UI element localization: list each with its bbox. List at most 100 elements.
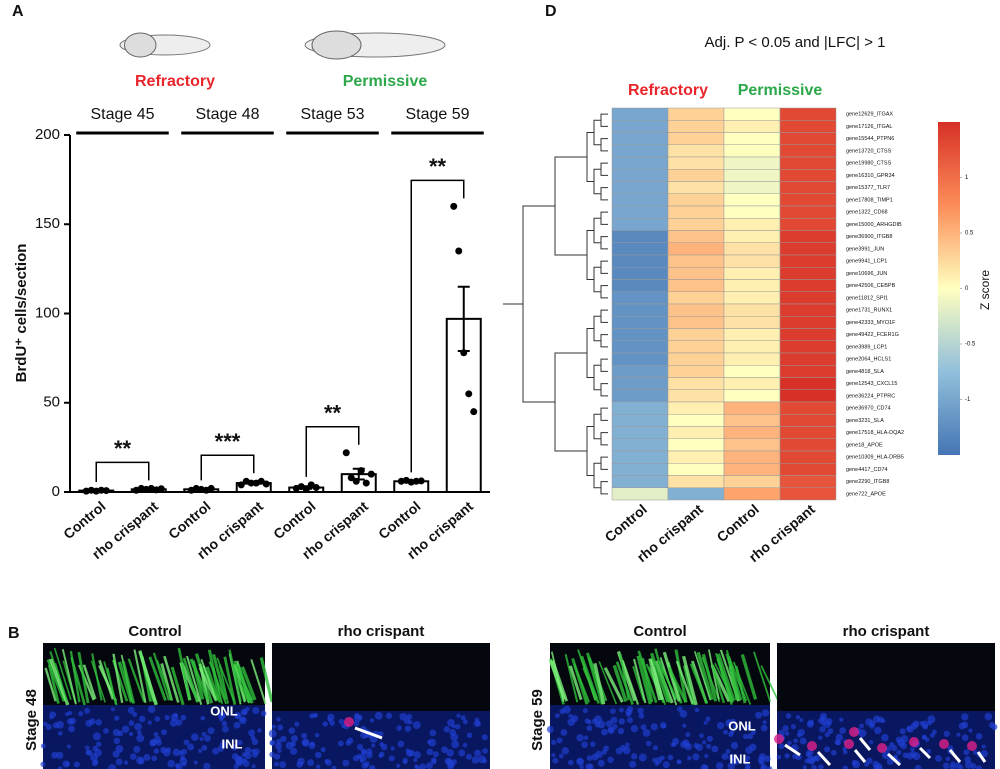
nucleus (396, 763, 401, 768)
significance-bracket (410, 179, 465, 473)
nucleus (745, 755, 751, 761)
nucleus (695, 743, 704, 752)
data-point (207, 484, 215, 492)
nucleus (338, 718, 345, 725)
photoreceptor (632, 665, 645, 701)
nucleus (110, 707, 115, 712)
nucleus (302, 739, 309, 747)
nucleus (165, 747, 172, 753)
nucleus (404, 725, 412, 732)
nucleus (568, 759, 574, 766)
nucleus (968, 728, 973, 733)
photoreceptor (675, 660, 694, 705)
labeled-cell (344, 717, 354, 727)
nucleus (280, 735, 287, 743)
nucleus (677, 759, 682, 765)
heatmap-cell (779, 132, 837, 145)
photoreceptor (205, 666, 220, 700)
nucleus (640, 724, 647, 731)
colorbar-tick-label: 0.5 (965, 231, 974, 237)
nucleus (473, 720, 481, 728)
photoreceptor (603, 667, 624, 703)
heatmap-cell (611, 107, 669, 121)
heatmap-cell (779, 230, 837, 243)
photoreceptor (223, 656, 237, 705)
nucleus (275, 742, 282, 750)
nucleus (198, 748, 203, 753)
nucleus (617, 727, 625, 735)
heatmap-cell (667, 316, 725, 329)
nucleus (704, 753, 709, 759)
nucleus (842, 765, 849, 769)
nucleus (667, 754, 674, 761)
nucleus (586, 755, 593, 761)
photoreceptor (185, 655, 203, 705)
nucleus (625, 742, 630, 748)
nucleus (711, 745, 719, 753)
significance-label: ** (324, 401, 342, 426)
y-tick-label: 150 (35, 215, 60, 232)
y-axis-label: BrdU⁺ cells/section (13, 244, 30, 383)
data-point (237, 481, 245, 489)
nucleus (626, 717, 633, 724)
nucleus (984, 712, 993, 721)
nucleus (62, 760, 70, 768)
y-tick-label: 100 (35, 304, 60, 321)
heatmap-cell (611, 463, 669, 476)
nucleus (132, 712, 138, 717)
dendrogram-branch (593, 413, 601, 440)
photoreceptor (711, 664, 726, 704)
photoreceptor (707, 649, 720, 700)
nucleus (173, 712, 178, 718)
photoreceptor (579, 655, 599, 700)
heatmap-cell (723, 279, 781, 292)
nucleus (397, 740, 405, 748)
heatmap-cell (723, 352, 781, 366)
nucleus (134, 722, 142, 731)
data-point (262, 480, 270, 488)
nucleus (353, 714, 362, 723)
photoreceptor (208, 661, 228, 705)
photoreceptor (48, 658, 70, 706)
heatmap-cell (779, 169, 837, 182)
heatmap-cell (667, 181, 725, 194)
photoreceptor (696, 651, 714, 701)
nucleus (961, 713, 969, 721)
heatmap-cell (723, 463, 781, 476)
nucleus (45, 723, 52, 731)
dendrogram-branch (600, 309, 608, 323)
nucleus (84, 707, 90, 714)
row-label: gene12543_CXCL15 (846, 381, 897, 387)
nucleus (760, 764, 768, 769)
arrow (948, 749, 962, 763)
labeled-cell (807, 741, 817, 751)
nucleus (744, 765, 751, 769)
nucleus (219, 740, 227, 748)
nucleus (244, 747, 252, 754)
dendrogram-branch (600, 407, 608, 421)
nucleus (594, 722, 601, 728)
nucleus (447, 760, 455, 768)
nucleus (795, 714, 801, 720)
dendrogram-branch (600, 236, 608, 250)
photoreceptor (568, 665, 583, 701)
nucleus (90, 753, 99, 762)
nucleus (447, 718, 455, 727)
nucleus (138, 715, 146, 723)
nucleus (811, 764, 817, 769)
nucleus (601, 749, 607, 755)
nucleus (554, 713, 560, 718)
nucleus (869, 723, 875, 729)
column-header: rho crispant (843, 623, 930, 640)
nucleus (961, 734, 969, 742)
nucleus (610, 708, 616, 715)
nucleus (896, 749, 902, 755)
nucleus (679, 710, 688, 718)
nucleus (128, 720, 135, 726)
nucleus (610, 716, 618, 724)
nucleus (221, 720, 228, 727)
photoreceptor (152, 652, 170, 701)
nucleus (727, 762, 735, 769)
heatmap-cell (611, 414, 669, 427)
data-point (97, 486, 105, 494)
